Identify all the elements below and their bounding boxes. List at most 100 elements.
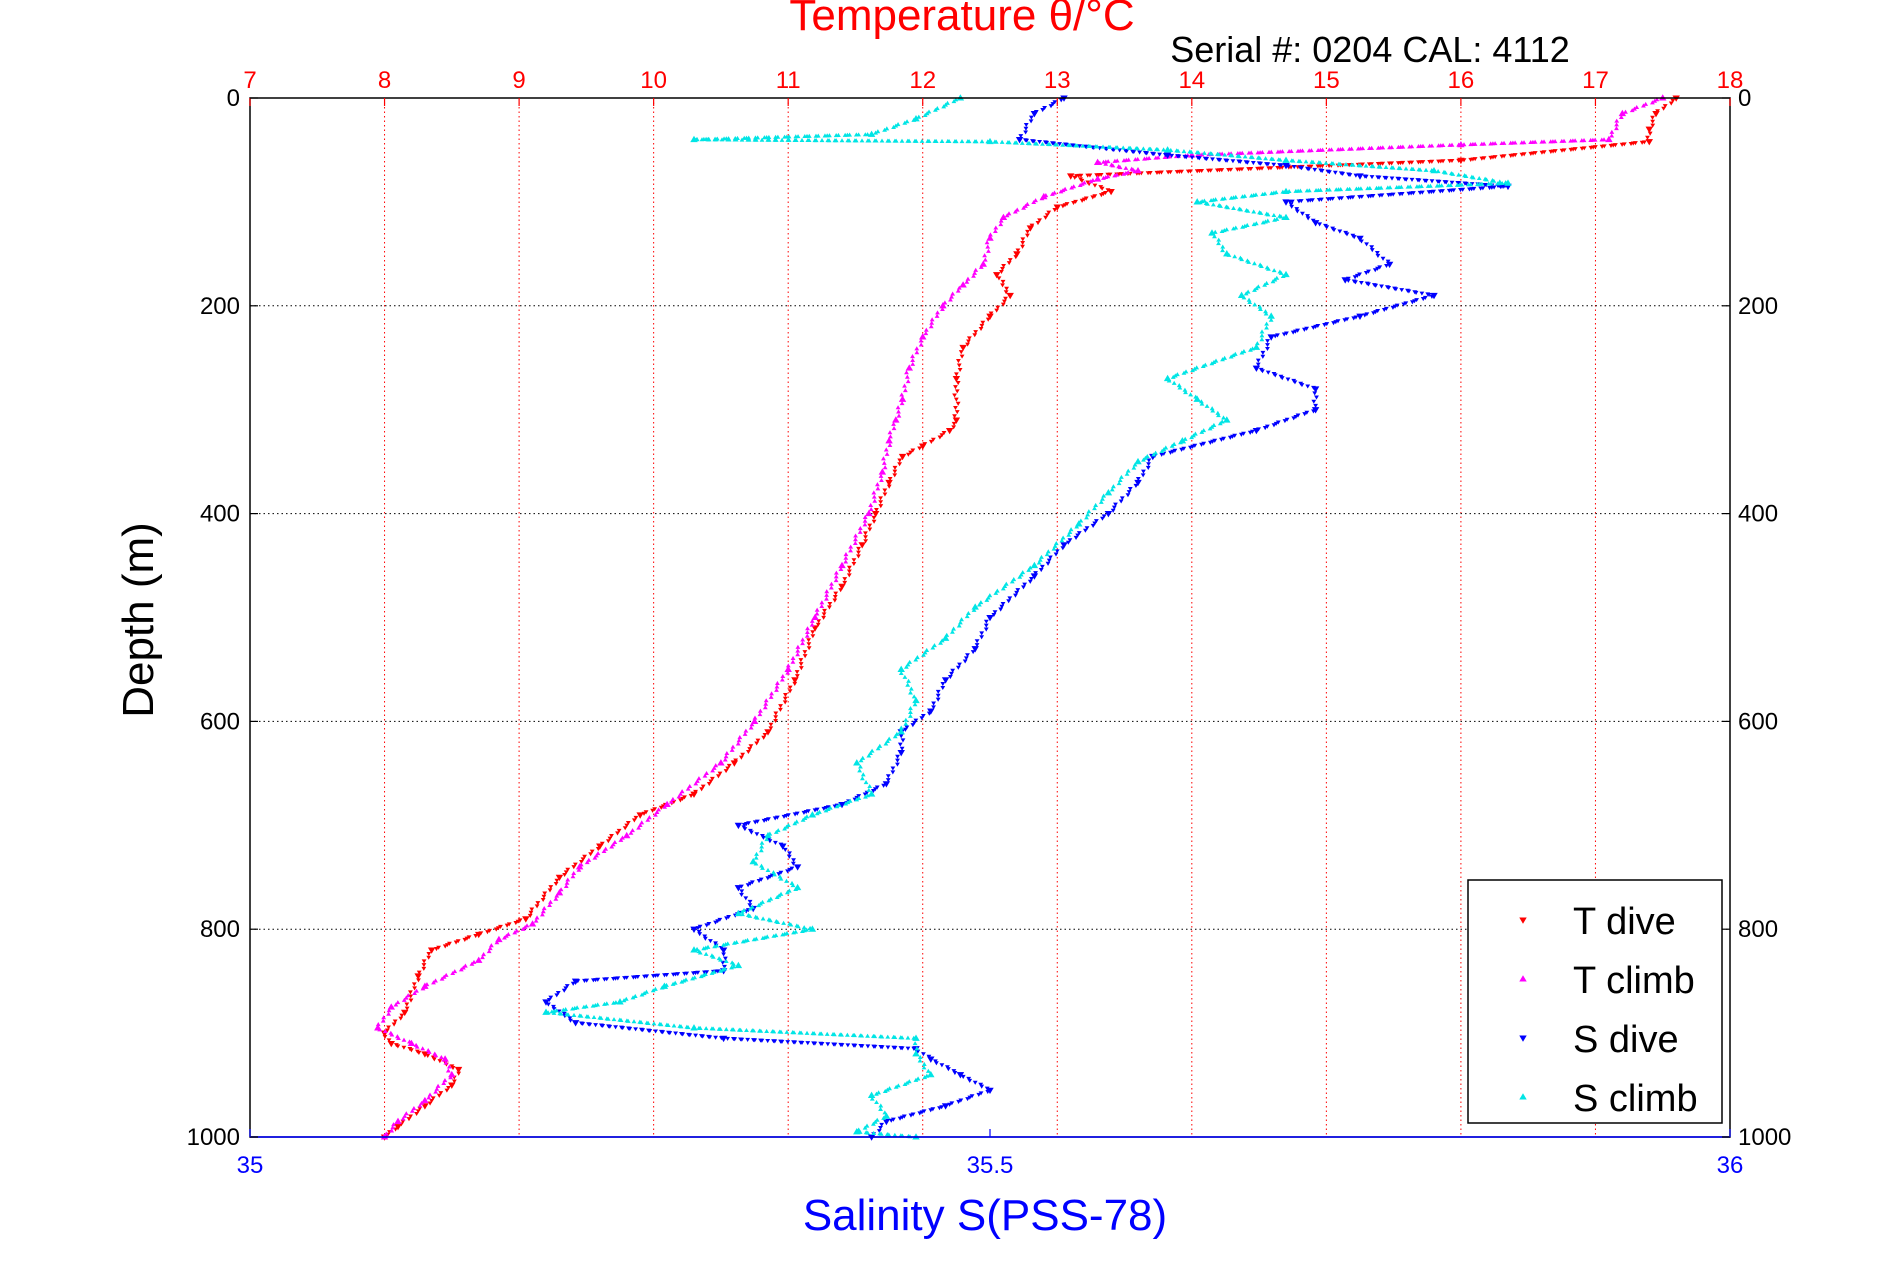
trace-point — [421, 966, 427, 971]
trace-point — [1266, 166, 1272, 171]
trace-point — [862, 518, 868, 523]
trace-point — [1265, 346, 1270, 352]
trace-point — [845, 1043, 851, 1048]
trace-point — [704, 770, 709, 776]
trace-point — [622, 826, 628, 831]
trace-point — [529, 907, 535, 912]
trace-point — [972, 270, 978, 275]
trace-point — [754, 741, 760, 746]
legend-label: T dive — [1573, 901, 1676, 943]
top-tick-label: 7 — [243, 67, 256, 94]
trace-point — [844, 1032, 850, 1037]
trace-point — [775, 680, 780, 685]
trace-point — [1029, 223, 1035, 228]
trace-point — [800, 641, 805, 646]
trace-point — [872, 498, 878, 503]
trace-point — [1271, 423, 1277, 428]
trace-point — [427, 1101, 433, 1106]
trace-point — [1266, 266, 1271, 271]
trace-point — [678, 1024, 684, 1029]
trace-point — [764, 1028, 770, 1033]
trace-point — [757, 708, 763, 713]
trace-point — [1422, 295, 1428, 300]
trace-point — [1205, 201, 1210, 206]
data-point — [421, 1096, 429, 1104]
trace-point — [412, 990, 417, 995]
trace-point — [949, 1101, 955, 1106]
trace-point — [1124, 471, 1130, 476]
trace-point — [1310, 159, 1316, 164]
trace-point — [1350, 162, 1356, 167]
right-tick-label: 600 — [1738, 708, 1778, 735]
trace-point — [1289, 204, 1295, 209]
trace-point — [1079, 198, 1085, 203]
trace-point — [806, 638, 812, 643]
trace-point — [1088, 179, 1094, 184]
trace-point — [651, 1021, 657, 1026]
trace-point — [687, 1033, 693, 1038]
trace-point — [621, 998, 627, 1003]
trace-point — [1081, 197, 1087, 202]
trace-point — [1177, 385, 1183, 390]
top-tick-label: 15 — [1313, 67, 1340, 94]
trace-point — [1639, 140, 1645, 145]
trace-point — [881, 460, 887, 465]
trace-point — [1634, 104, 1640, 110]
trace-point — [1013, 255, 1019, 260]
data-point — [1282, 270, 1290, 278]
trace-point — [444, 1088, 450, 1093]
trace-point — [886, 1132, 892, 1137]
trace-point — [1051, 546, 1057, 551]
trace-point — [1385, 259, 1391, 264]
trace-point — [846, 569, 852, 574]
trace-point — [1369, 175, 1375, 180]
trace-point — [1023, 130, 1029, 135]
trace-point — [1098, 193, 1104, 198]
trace-point — [859, 1033, 865, 1038]
trace-point — [1023, 126, 1029, 131]
trace-point — [1084, 526, 1090, 531]
trace-point — [535, 901, 541, 906]
trace-point — [1322, 323, 1327, 328]
trace-point — [1661, 106, 1667, 111]
legend-marker — [1519, 917, 1527, 924]
trace-point — [697, 950, 703, 955]
trace-point — [767, 918, 773, 923]
trace-point — [1027, 579, 1033, 584]
trace-point — [395, 1044, 401, 1049]
trace-point — [724, 750, 730, 756]
trace-point — [1303, 159, 1309, 164]
trace-point — [892, 734, 898, 739]
trace-point — [886, 484, 892, 489]
trace-point — [1254, 341, 1260, 346]
trace-point — [1105, 188, 1111, 193]
trace-point — [893, 1084, 899, 1089]
trace-point — [868, 507, 874, 512]
trace-point — [1004, 213, 1010, 218]
trace-point — [791, 930, 796, 935]
left-tick-label: 600 — [200, 708, 240, 735]
trace-point — [1219, 228, 1225, 234]
trace-point — [773, 718, 778, 724]
trace-point — [938, 640, 943, 645]
trace-point — [1654, 97, 1660, 102]
trace-point — [985, 139, 991, 144]
trace-point — [890, 770, 896, 775]
trace-point — [962, 659, 968, 664]
trace-point — [939, 433, 945, 438]
trace-point — [1039, 196, 1045, 201]
trace-point — [548, 995, 554, 1000]
trace-point — [1373, 310, 1378, 315]
trace-point — [1193, 394, 1199, 399]
trace-point — [959, 139, 965, 144]
trace-point — [460, 965, 466, 970]
trace-point — [1033, 571, 1038, 576]
trace-point — [415, 1109, 421, 1114]
trace-point — [1447, 142, 1453, 147]
trace-point — [1293, 414, 1299, 420]
trace-point — [1044, 552, 1050, 557]
trace-point — [852, 540, 858, 545]
trace-point — [1101, 493, 1107, 498]
trace-point — [1036, 560, 1042, 565]
